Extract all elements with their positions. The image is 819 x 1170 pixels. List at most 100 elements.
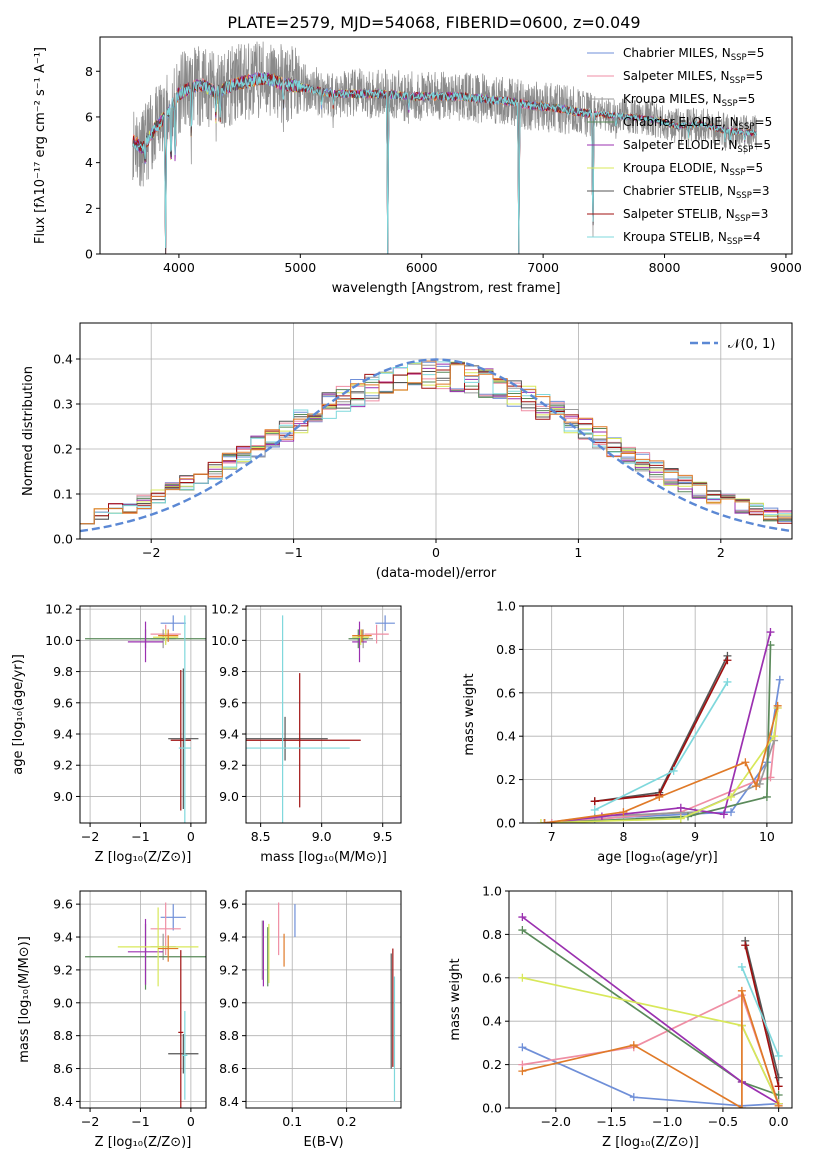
errorbar-point: [168, 1034, 199, 1074]
x-axis-label: Z [log₁₀(Z/Z⊙)]: [602, 1135, 699, 1150]
y-tick-label: 9.2: [53, 962, 73, 977]
weight-line: [522, 990, 780, 1108]
x-tick-label: −1: [131, 829, 149, 844]
y-tick-label: 8.8: [219, 1028, 239, 1043]
frame-age_vs_Z: [79, 605, 207, 824]
weight-marker: [629, 1093, 638, 1102]
y-tick-label: 9.0: [53, 789, 73, 804]
x-tick-label: 9.0: [312, 829, 332, 844]
errorbar-point: [160, 615, 186, 631]
y-tick-label: 9.6: [53, 695, 73, 710]
weight-marker: [629, 1041, 638, 1050]
errorbar-point: [375, 615, 395, 631]
x-tick-label: 5000: [284, 260, 316, 275]
weight-marker: [547, 819, 556, 823]
y-tick-label: 9.2: [219, 758, 239, 773]
errorbar-point: [153, 629, 179, 646]
y-tick-label: 9.0: [219, 995, 239, 1010]
weight-marker: [774, 1051, 783, 1060]
axes-spectrum: 4000 5000 6000 7000 8000 9000 0 2 4 6 8 wavelength …: [33, 36, 802, 296]
y-tick-label: 0.4: [53, 352, 73, 367]
weight-marker: [737, 1104, 746, 1108]
legend-entry: Kroupa STELIB, NSSP=4: [623, 230, 761, 247]
weight-marker: [518, 1043, 527, 1052]
weight-marker: [727, 808, 736, 817]
weight-marker: [770, 732, 779, 741]
weight-line: [551, 707, 779, 823]
y-tick-label: 9.0: [53, 995, 73, 1010]
x-tick-label: 0.1: [282, 1114, 302, 1129]
x-tick-label: −1.5: [596, 1114, 626, 1129]
y-tick-label: 9.4: [219, 930, 239, 945]
y-tick-label: 0.8: [482, 927, 502, 942]
x-tick-label: 6000: [406, 260, 438, 275]
y-tick-label: 8.8: [53, 1028, 73, 1043]
legend-entry: Salpeter MILES, NSSP=5: [623, 69, 763, 86]
plot-area-residuals: [80, 358, 792, 533]
legend-entry: Chabrier STELIB, NSSP=3: [623, 184, 770, 201]
x-axis-label: E(B-V): [303, 1135, 343, 1150]
x-tick-label: −2: [81, 829, 99, 844]
normal-reference-curve: [80, 358, 792, 533]
weight-line: [522, 1046, 779, 1107]
weight-marker: [766, 628, 775, 637]
y-tick-label: 10.2: [45, 602, 73, 617]
x-tick-label: 9000: [770, 260, 802, 275]
weight-line: [521, 916, 780, 1105]
spectrum-model-line: [132, 72, 757, 254]
weight-marker: [676, 814, 685, 823]
weight-marker: [774, 1101, 783, 1108]
y-tick-label: 0.0: [53, 532, 73, 547]
errorbar-point: [170, 670, 191, 811]
y-axis-label: mass weight: [462, 673, 477, 755]
errorbar-point: [246, 615, 350, 823]
weight-marker: [762, 792, 771, 801]
y-tick-label: 9.6: [53, 897, 73, 912]
y-tick-label: 0.6: [496, 685, 516, 700]
y-tick-label: 0.4: [482, 1014, 502, 1029]
y-tick-label: 9.4: [219, 727, 239, 742]
errorbar-point: [178, 950, 184, 1108]
axes-age_vs_Z: −2 −1 0 9.0 9.2 9.4 9.6 9.8 10.0 10.2 Z [log₁₀(Z/Z…: [11, 602, 207, 865]
errorbar-point: [127, 918, 164, 985]
x-tick-label: 9: [691, 829, 699, 844]
y-tick-label: 0.2: [496, 772, 516, 787]
x-tick-label: −0.5: [708, 1114, 738, 1129]
errorbar-point: [352, 621, 367, 663]
weight-line: [741, 966, 780, 1057]
errorbar-point: [158, 629, 179, 642]
x-tick-label: 0.0: [769, 1114, 789, 1129]
x-axis-label: Z [log₁₀(Z/Z⊙)]: [95, 1135, 192, 1150]
y-tick-label: 9.2: [53, 758, 73, 773]
x-tick-label: −1: [131, 1114, 149, 1129]
weight-marker: [719, 810, 728, 819]
weight-marker: [518, 1067, 527, 1076]
y-tick-label: 0.0: [482, 1101, 502, 1116]
y-tick-label: 0.2: [53, 442, 73, 457]
y-tick-label: 10.0: [211, 633, 239, 648]
frame-weight_vs_age: [522, 605, 793, 824]
weight-marker: [775, 675, 784, 684]
y-tick-label: 0.4: [496, 729, 516, 744]
x-tick-label: −1.0: [652, 1114, 682, 1129]
y-tick-label: 0.3: [53, 397, 73, 412]
errorbar-point: [160, 904, 186, 931]
y-tick-label: 0.0: [496, 816, 516, 831]
x-tick-label: −2: [81, 1114, 99, 1129]
errorbar-point: [168, 668, 199, 809]
y-tick-label: 8.4: [219, 1094, 239, 1109]
x-tick-label: 8.5: [251, 829, 271, 844]
weight-marker: [619, 808, 628, 817]
legend-entry: Chabrier ELODIE, NSSP=5: [623, 115, 772, 132]
frame-mass_vs_Z: [79, 890, 207, 1109]
errorbar-point: [127, 621, 164, 663]
errorbar-point: [158, 935, 179, 962]
axes-weight_vs_age: 7 8 9 10 0.0 0.2 0.4 0.6 0.8 1.0 age [log₁₀(age/yr…: [462, 599, 793, 865]
weight-marker: [518, 913, 527, 922]
y-tick-label: 9.6: [219, 897, 239, 912]
weight-marker: [741, 941, 750, 950]
plot-area-weight_vs_age: [536, 628, 784, 823]
weight-marker: [540, 819, 549, 823]
x-tick-label: −2: [142, 545, 160, 560]
y-tick-label: 8: [85, 64, 93, 79]
